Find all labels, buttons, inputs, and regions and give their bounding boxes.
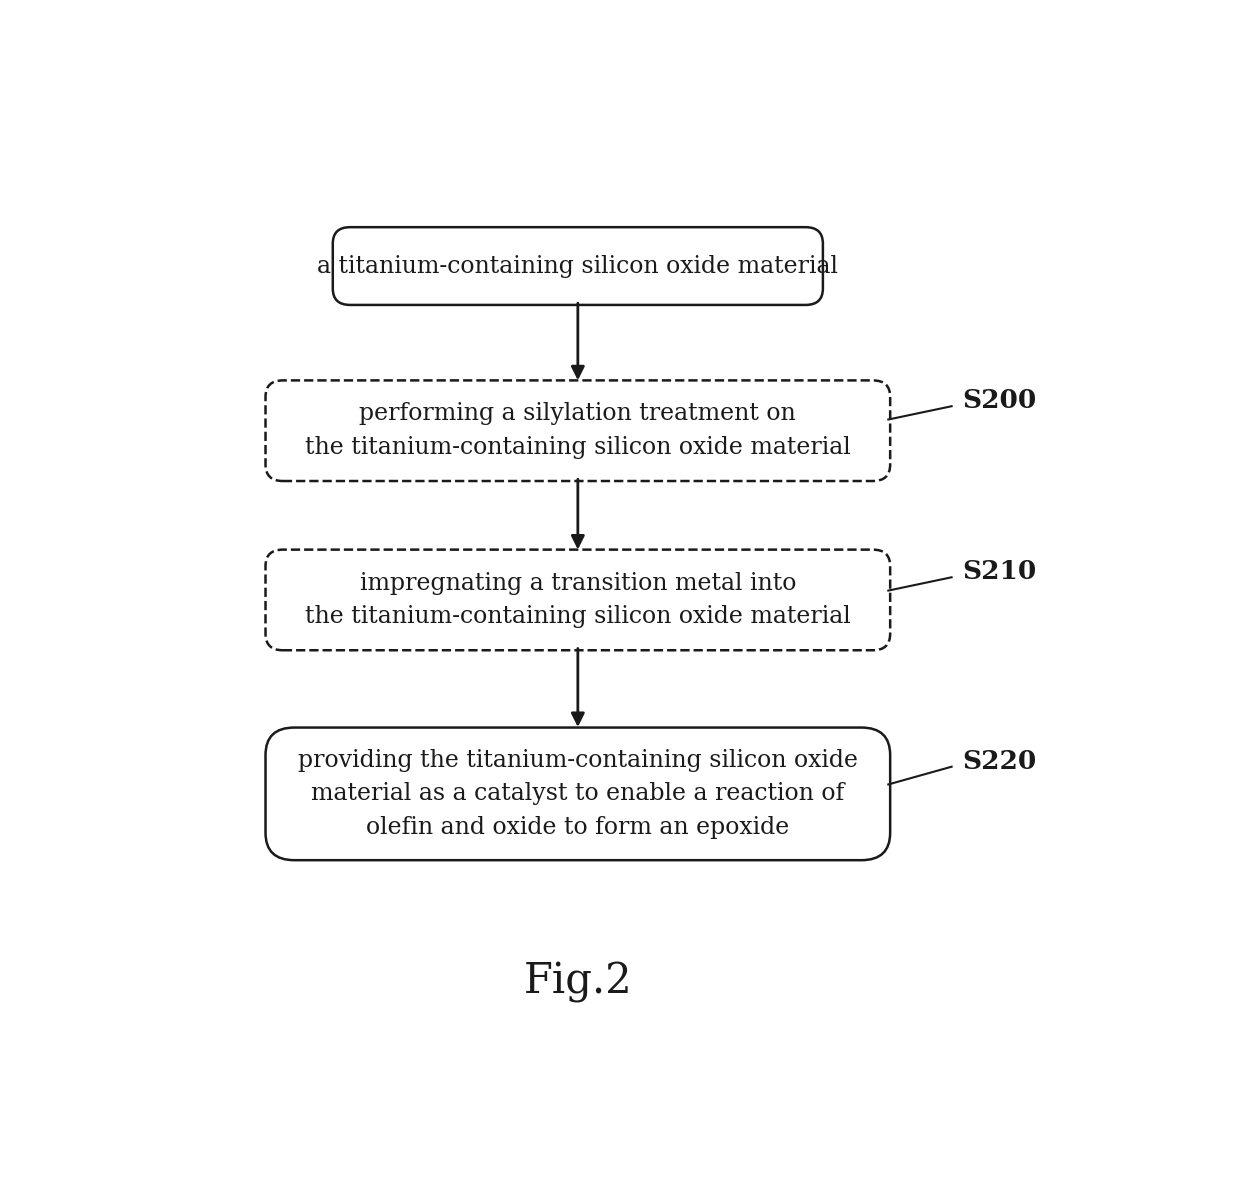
Text: impregnating a transition metal into
the titanium-containing silicon oxide mater: impregnating a transition metal into the…	[305, 571, 851, 628]
Text: Fig.2: Fig.2	[523, 961, 632, 1004]
FancyBboxPatch shape	[265, 380, 890, 481]
Text: performing a silylation treatment on
the titanium-containing silicon oxide mater: performing a silylation treatment on the…	[305, 403, 851, 459]
FancyBboxPatch shape	[265, 727, 890, 860]
Text: providing the titanium-containing silicon oxide
material as a catalyst to enable: providing the titanium-containing silico…	[298, 748, 858, 839]
FancyBboxPatch shape	[265, 550, 890, 650]
FancyBboxPatch shape	[332, 227, 823, 305]
Text: S200: S200	[962, 388, 1037, 413]
Text: S210: S210	[962, 560, 1037, 584]
Text: S220: S220	[962, 750, 1037, 775]
Text: a titanium-containing silicon oxide material: a titanium-containing silicon oxide mate…	[317, 254, 838, 278]
